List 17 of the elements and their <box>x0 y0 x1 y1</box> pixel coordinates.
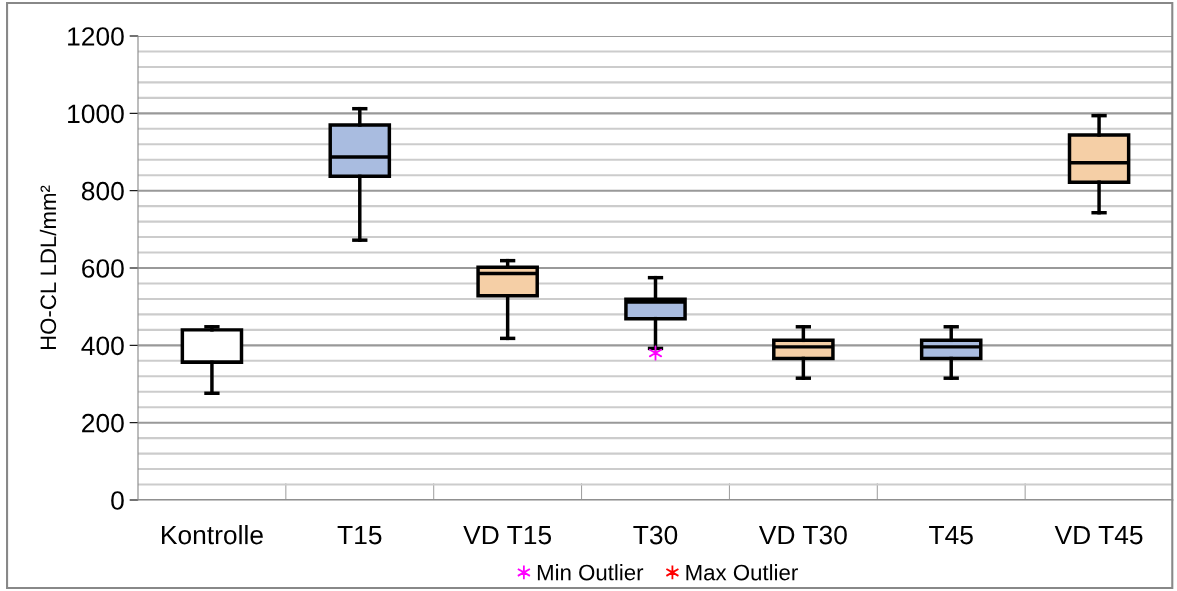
legend-label: Min Outlier <box>537 564 644 581</box>
x-tick-label: T30 <box>633 525 678 545</box>
y-tick-label: 1200 <box>68 27 124 46</box>
x-tick-label: VD T45 <box>1054 525 1143 545</box>
x-tick-label: Kontrolle <box>162 525 263 545</box>
x-tick-label: VD T30 <box>758 525 847 545</box>
y-tick-label: 600 <box>82 259 124 278</box>
y-tick-label: 0 <box>111 491 124 510</box>
y-axis-title: HO-CL LDL/mm² <box>39 185 57 350</box>
legend-label: Max Outlier <box>686 564 798 581</box>
y-tick-label: 1000 <box>68 104 124 124</box>
y-tick-label: 200 <box>82 413 124 433</box>
y-tick-label: 800 <box>81 181 124 201</box>
x-tick-label: VD T15 <box>463 525 552 545</box>
y-tick-label: 400 <box>81 336 124 356</box>
x-tick-label: T15 <box>337 525 382 545</box>
x-tick-label: T45 <box>929 525 973 545</box>
